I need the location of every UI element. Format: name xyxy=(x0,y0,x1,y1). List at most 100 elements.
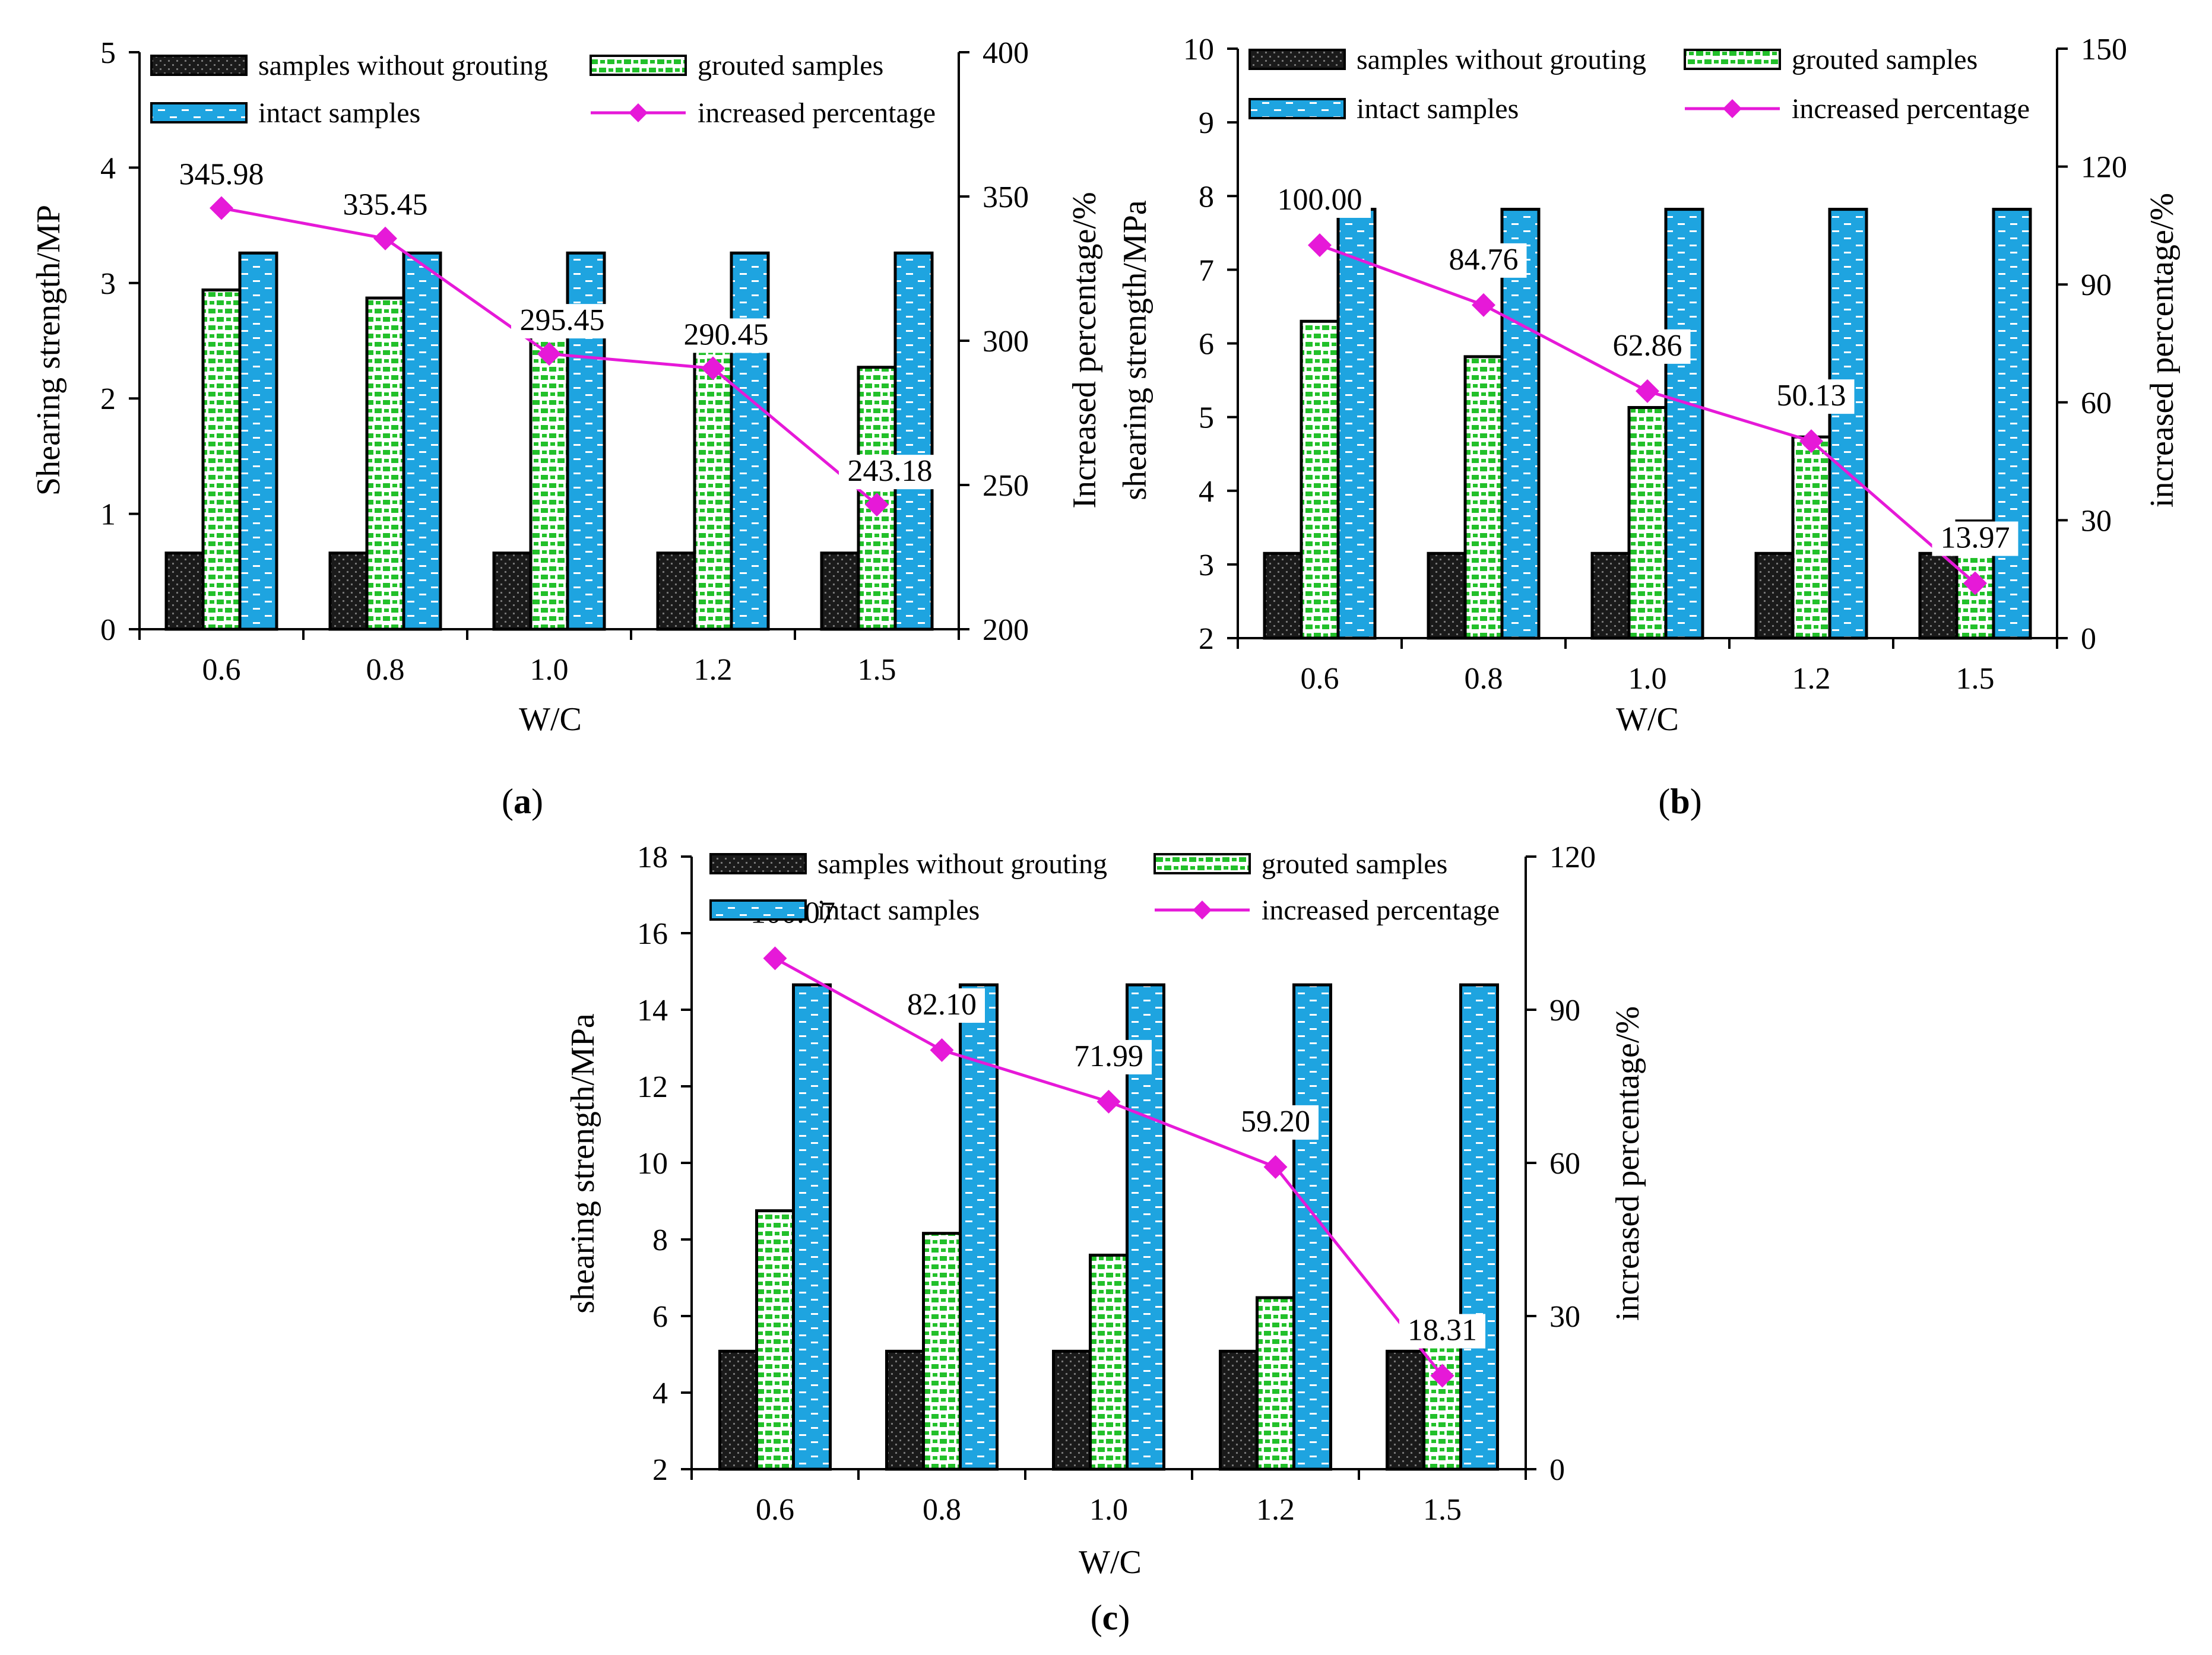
data-label-c-3: 59.20 xyxy=(1241,1105,1310,1139)
y2tick-label-b: 30 xyxy=(2081,504,2112,538)
y2tick-label-c: 30 xyxy=(1549,1300,1580,1334)
bar-a-intact-0 xyxy=(238,251,278,631)
xtick-label-a: 0.6 xyxy=(202,653,241,687)
data-label-bg-b-4 xyxy=(1932,521,2018,556)
ytick-label-a: 1 xyxy=(100,498,116,532)
marker-increased-b-4 xyxy=(1963,571,1987,595)
data-label-a-0: 345.98 xyxy=(179,158,264,192)
legend-swatch-a-intact xyxy=(150,102,248,123)
bar-a-without-1 xyxy=(328,551,369,631)
data-label-bg-b-2 xyxy=(1604,329,1691,364)
xtick-label-a: 0.8 xyxy=(366,653,405,687)
bar-b-intact-0 xyxy=(1336,208,1377,640)
marker-increased-c-0 xyxy=(763,946,787,971)
data-label-bg-a-3 xyxy=(675,318,777,353)
xtick-label-b: 1.5 xyxy=(1956,662,1995,696)
marker-increased-b-2 xyxy=(1636,379,1659,403)
panel-b: 2 3 4 5 6 7 8 9 10 0 30 60 90 120 150 0.6 0.8 1.0 1.2 1.5 10… xyxy=(1117,33,2181,821)
data-label-bg-c-3 xyxy=(1232,1105,1319,1140)
marker-increased-b-0 xyxy=(1308,233,1332,257)
marker-increased-b-3 xyxy=(1799,429,1823,454)
panel-b-caption: (b) xyxy=(1658,782,1701,821)
ytick-label-c: 16 xyxy=(637,917,668,951)
data-label-a-1: 335.45 xyxy=(343,188,428,222)
bar-c-intact-0 xyxy=(792,983,832,1471)
data-label-bg-a-1 xyxy=(334,188,436,223)
xtick-label-a: 1.5 xyxy=(858,653,896,687)
bar-a-intact-1 xyxy=(402,251,442,631)
ytick-label-a: 0 xyxy=(100,613,116,647)
bar-b-intact-2 xyxy=(1664,208,1704,640)
ytick-label-b: 5 xyxy=(1199,401,1214,435)
ytick-label-c: 6 xyxy=(652,1300,668,1334)
bar-b-grouted-1 xyxy=(1463,355,1504,640)
legend-label-a-grouted: grouted samples xyxy=(698,50,883,81)
legend-swatch-c-grouted xyxy=(1153,853,1251,874)
marker-increased-c-3 xyxy=(1263,1155,1288,1179)
bar-a-grouted-1 xyxy=(365,296,405,631)
bar-c-without-1 xyxy=(885,1349,925,1471)
data-label-bg-c-4 xyxy=(1399,1314,1485,1349)
bar-a-intact-4 xyxy=(893,251,934,631)
xtick-label-c: 0.8 xyxy=(923,1493,961,1527)
panel-b-plot: 2 3 4 5 6 7 8 9 10 0 30 60 90 120 150 0.6 0.8 1.0 1.2 1.5 10… xyxy=(1183,33,2127,696)
xtick-label-b: 1.2 xyxy=(1792,662,1831,696)
legend-label-b-grouted: grouted samples xyxy=(1792,44,1978,75)
marker-increased-b-1 xyxy=(1472,293,1495,317)
panel-b-ylabel: shearing strength/MPa xyxy=(1117,200,1153,500)
ytick-label-b: 6 xyxy=(1199,328,1214,362)
data-label-b-4: 13.97 xyxy=(1941,521,2010,555)
data-label-b-2: 62.86 xyxy=(1613,329,1682,363)
data-label-a-4: 243.18 xyxy=(848,454,933,488)
bar-b-without-3 xyxy=(1754,551,1795,640)
data-label-a-3: 290.45 xyxy=(684,318,769,351)
bar-b-intact-1 xyxy=(1500,208,1541,640)
data-label-bg-c-1 xyxy=(899,988,985,1023)
marker-increased-c-1 xyxy=(930,1038,954,1062)
legend-label-c-grouted: grouted samples xyxy=(1262,848,1447,880)
panel-a-y2label: Increased percentage/% xyxy=(1066,192,1103,508)
y2tick-label-b: 60 xyxy=(2081,386,2112,420)
legend-swatch-b-without xyxy=(1248,49,1346,70)
legend-label-a-without: samples without grouting xyxy=(258,50,548,81)
bar-c-grouted-2 xyxy=(1089,1253,1129,1471)
legend-label-b-intact: intact samples xyxy=(1357,93,1519,125)
legend-label-a-line: increased percentage xyxy=(698,97,936,129)
panel-b-xlabel: W/C xyxy=(1616,701,1679,738)
legend-swatch-c-intact xyxy=(709,899,807,921)
ytick-label-b: 9 xyxy=(1199,106,1214,140)
xtick-label-c: 1.5 xyxy=(1423,1493,1462,1527)
panel-c-y2label: increased percentage/% xyxy=(1609,1006,1646,1321)
bar-c-without-4 xyxy=(1386,1349,1425,1471)
panel-c-xlabel: W/C xyxy=(1079,1544,1142,1581)
legend-label-a-intact: intact samples xyxy=(258,97,420,129)
legend-marker-a xyxy=(629,103,648,122)
ytick-label-b: 8 xyxy=(1199,180,1214,214)
legend-label-c-line: increased percentage xyxy=(1262,895,1500,926)
marker-increased-a-2 xyxy=(537,342,561,366)
xtick-label-c: 1.0 xyxy=(1089,1493,1128,1527)
legend-swatch-c-without xyxy=(709,853,807,874)
xtick-label-b: 0.6 xyxy=(1301,662,1339,696)
data-label-c-2: 71.99 xyxy=(1074,1039,1143,1073)
y2tick-label-a: 300 xyxy=(983,325,1029,359)
marker-increased-a-3 xyxy=(701,356,725,381)
ytick-label-a: 2 xyxy=(100,382,116,416)
xtick-label-c: 1.2 xyxy=(1256,1493,1295,1527)
xtick-label-c: 0.6 xyxy=(756,1493,794,1527)
y2tick-label-a: 250 xyxy=(983,469,1029,503)
ytick-label-c: 12 xyxy=(637,1070,668,1104)
ytick-label-c: 10 xyxy=(637,1147,668,1181)
bar-c-without-0 xyxy=(718,1349,758,1471)
xtick-label-b: 0.8 xyxy=(1465,662,1503,696)
ytick-label-a: 3 xyxy=(100,267,116,301)
panel-a-xlabel: W/C xyxy=(519,701,582,738)
data-label-bg-b-3 xyxy=(1768,379,1855,414)
panel-c-ylabel: shearing strength/MPa xyxy=(565,1013,601,1314)
bar-c-intact-4 xyxy=(1459,983,1499,1471)
panel-a-ylabel: Shearing strength/MP xyxy=(30,205,67,496)
ytick-label-a: 5 xyxy=(100,36,116,70)
xtick-label-a: 1.2 xyxy=(694,653,733,687)
data-label-bg-a-2 xyxy=(511,304,613,339)
legend-swatch-a-grouted xyxy=(590,55,687,76)
